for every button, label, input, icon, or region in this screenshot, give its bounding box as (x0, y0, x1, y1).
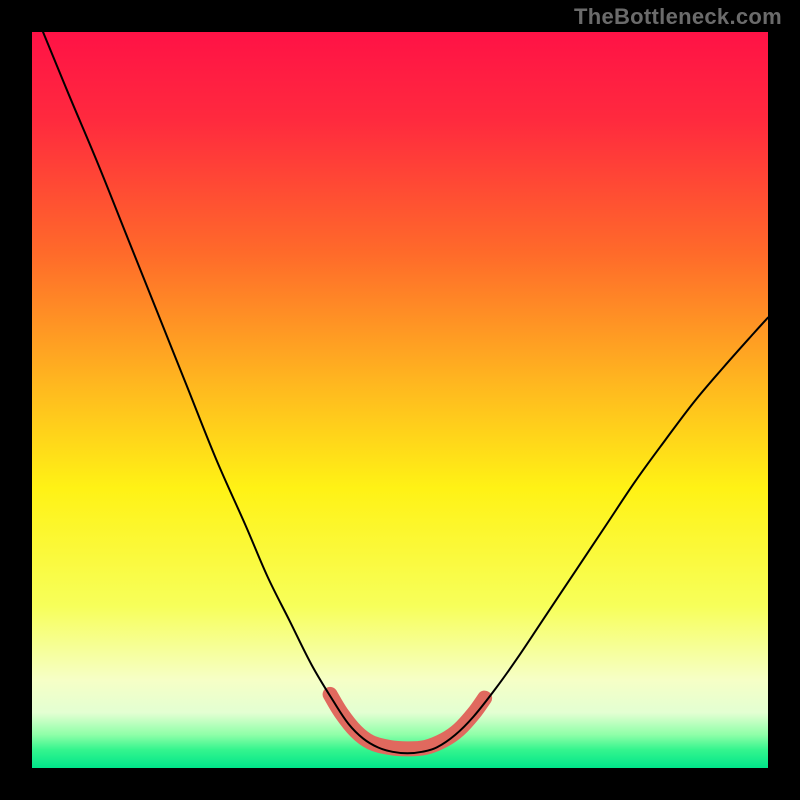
watermark-text: TheBottleneck.com (574, 4, 782, 30)
gradient-background (32, 32, 768, 768)
chart-frame: TheBottleneck.com (0, 0, 800, 800)
chart-plot (32, 32, 768, 768)
